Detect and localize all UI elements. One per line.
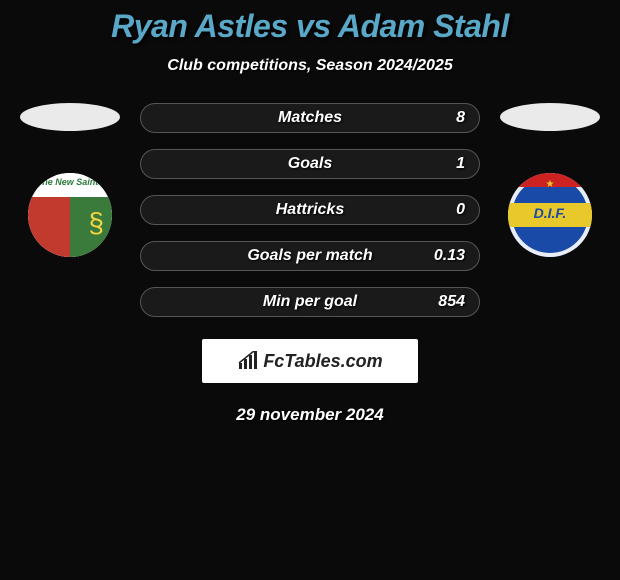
stat-row: Min per goal854 [140, 287, 480, 317]
stat-value: 854 [438, 293, 465, 311]
left-badge-text: The New Saints [28, 177, 112, 187]
right-side: ★ D.I.F. [500, 103, 600, 257]
left-oval [20, 103, 120, 131]
dragon-icon: § [88, 207, 104, 239]
comparison-layout: The New Saints § Matches8 Goals1 Hattricks… [0, 103, 620, 333]
stat-label: Goals per match [141, 247, 479, 265]
branding-box: FcTables.com [202, 339, 418, 383]
stat-label: Hattricks [141, 201, 479, 219]
right-oval [500, 103, 600, 131]
stat-label: Min per goal [141, 293, 479, 311]
date-text: 29 november 2024 [0, 405, 620, 425]
branding-text: FcTables.com [263, 351, 382, 372]
stats-table: Matches8Goals1Hattricks0Goals per match0… [140, 103, 480, 333]
star-icon: ★ [508, 179, 592, 190]
stat-row: Goals1 [140, 149, 480, 179]
left-club-badge: The New Saints § [28, 173, 112, 257]
stat-value: 1 [456, 155, 465, 173]
bar-chart-icon [237, 351, 259, 371]
stat-label: Goals [141, 155, 479, 173]
right-badge-text: D.I.F. [508, 205, 592, 221]
subtitle: Club competitions, Season 2024/2025 [0, 57, 620, 75]
left-side: The New Saints § [20, 103, 120, 257]
stat-value: 0.13 [434, 247, 465, 265]
right-club-badge: ★ D.I.F. [508, 173, 592, 257]
stat-label: Matches [141, 109, 479, 127]
stat-row: Goals per match0.13 [140, 241, 480, 271]
stat-row: Matches8 [140, 103, 480, 133]
page-title: Ryan Astles vs Adam Stahl [0, 0, 620, 45]
stat-value: 8 [456, 109, 465, 127]
stat-value: 0 [456, 201, 465, 219]
stat-row: Hattricks0 [140, 195, 480, 225]
